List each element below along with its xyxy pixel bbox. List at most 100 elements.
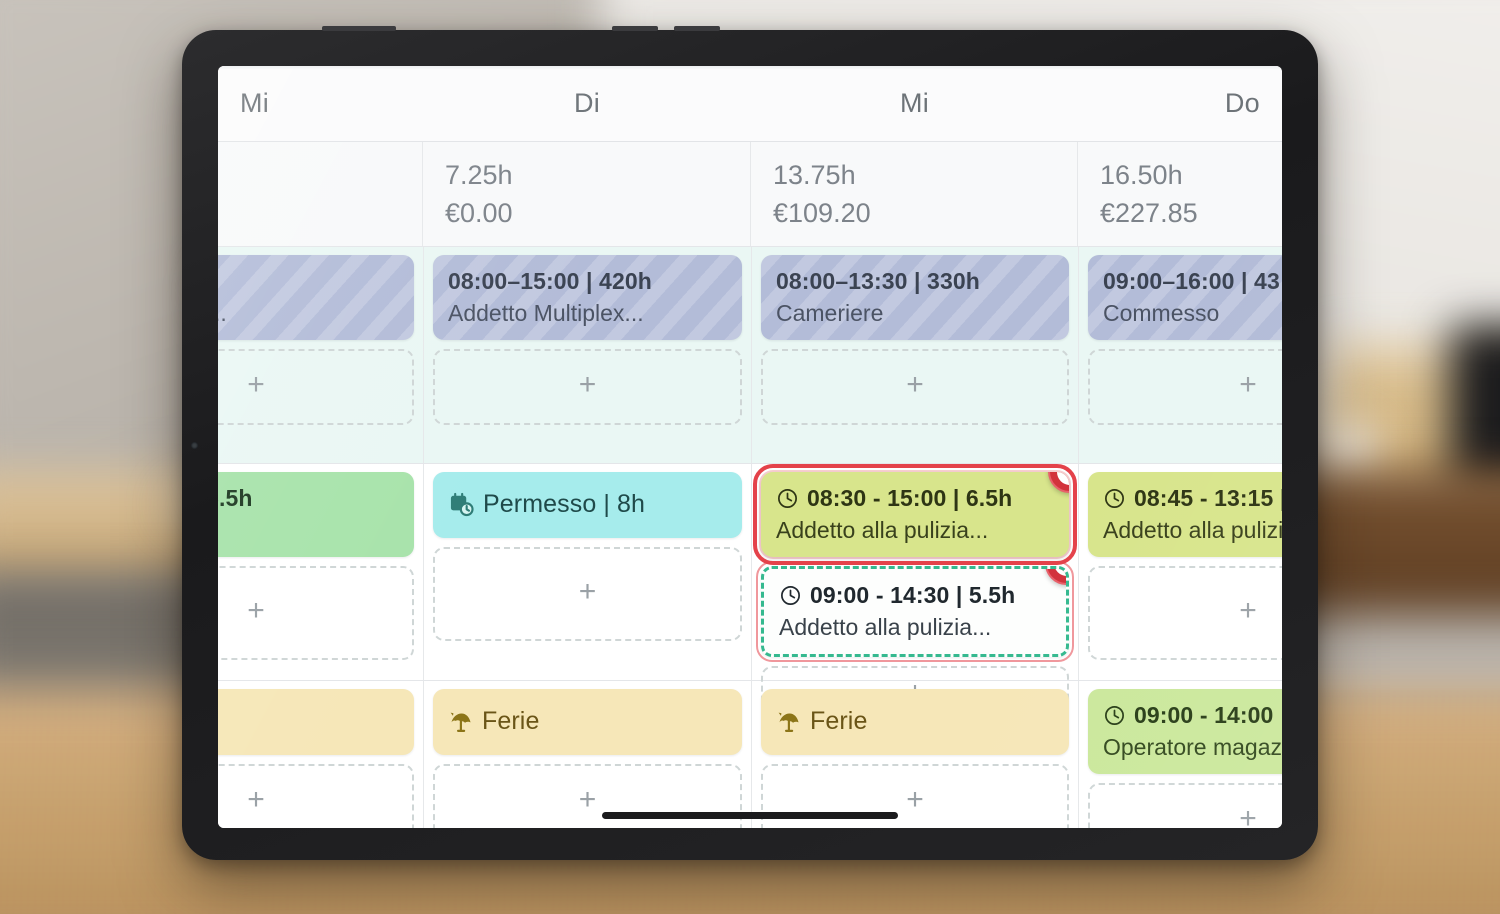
day-header-cell-2[interactable]: Di	[573, 88, 601, 118]
plus-icon: +	[247, 593, 265, 627]
summary-money: €109.20	[773, 198, 871, 229]
employee-row: :05 | 480h lla pulizia... + 08:00–15:00 …	[218, 247, 1282, 464]
front-camera-icon	[191, 442, 198, 449]
add-shift-dropzone[interactable]: +	[218, 565, 414, 660]
shift-cell[interactable]: 08:00–13:30 | 330h Cameriere +	[752, 247, 1079, 463]
volume-down-button[interactable]	[674, 26, 720, 31]
tablet-device: Mi Di Mi Do 7.25h €0.00 13.75h €109.20	[179, 26, 1321, 863]
absence-card-label: Permesso | 8h	[448, 488, 645, 521]
shift-cell[interactable]: 09:00 - 14:00 Operatore magazi +	[1079, 681, 1282, 828]
shift-card[interactable]: 08:00–15:00 | 420h Addetto Multiplex...	[433, 255, 742, 340]
vacation-card-text: Ferie	[810, 706, 868, 735]
add-shift-dropzone[interactable]: +	[761, 764, 1069, 828]
vacation-card[interactable]: Ferie	[433, 689, 742, 755]
shift-card[interactable]: 09:00 - 14:00 Operatore magazi	[1088, 689, 1282, 774]
shift-card-time-text: 09:00 - 14:00	[1134, 702, 1274, 728]
beach-umbrella-icon	[776, 709, 802, 735]
shift-cell[interactable]: 08:00–15:00 | 420h Addetto Multiplex... …	[424, 247, 752, 463]
shift-card-time: 08:45 - 13:15 |	[1103, 483, 1282, 514]
shift-card-time: :05 | 480h	[218, 266, 399, 297]
shift-cell[interactable]: - 15:30 | 6.5h a pulizia... +	[218, 464, 424, 680]
shift-card-time: 08:30 - 15:00 | 6.5h	[776, 483, 1054, 514]
shift-cell[interactable]: +	[218, 681, 424, 828]
vacation-card[interactable]	[218, 689, 414, 755]
shift-cell[interactable]: Ferie +	[424, 681, 752, 828]
shift-card-time: - 15:30 | 6.5h	[218, 485, 253, 511]
summary-cell-4: 16.50h €227.85	[1078, 142, 1282, 246]
add-shift-dropzone[interactable]: +	[433, 348, 742, 425]
plus-icon: +	[578, 783, 597, 816]
plus-icon: +	[578, 367, 597, 401]
shift-cell[interactable]: 08:45 - 13:15 | Addetto alla pulizi +	[1079, 464, 1282, 680]
shift-card-time: 09:00 - 14:30 | 5.5h	[779, 580, 1051, 611]
shift-card-role: a pulizia...	[218, 515, 399, 545]
add-shift-dropzone[interactable]: +	[1088, 565, 1282, 660]
shift-card-drag-ghost[interactable]: 09:00 - 14:30 | 5.5h Addetto alla pulizi…	[756, 560, 1074, 662]
summary-row: 7.25h €0.00 13.75h €109.20 16.50h €227.8…	[218, 142, 1282, 247]
summary-cell-2: 7.25h €0.00	[423, 142, 751, 246]
shift-cell[interactable]: 08:30 - 15:00 | 6.5h Addetto alla pulizi…	[752, 464, 1079, 724]
day-header-cell-3[interactable]: Mi	[899, 88, 930, 118]
tablet-screen: Mi Di Mi Do 7.25h €0.00 13.75h €109.20	[218, 66, 1282, 828]
shift-card[interactable]: - 15:30 | 6.5h a pulizia...	[218, 472, 414, 557]
add-shift-dropzone[interactable]: +	[1088, 348, 1282, 425]
clock-icon	[779, 584, 802, 607]
plus-icon: +	[906, 783, 924, 816]
home-indicator[interactable]	[602, 812, 898, 819]
shift-grid: :05 | 480h lla pulizia... + 08:00–15:00 …	[218, 247, 1282, 828]
add-shift-dropzone[interactable]: +	[1088, 782, 1282, 828]
vacation-card[interactable]: Ferie	[761, 689, 1069, 755]
absence-card-text: Permesso | 8h	[483, 489, 646, 518]
background-monitor	[1450, 325, 1500, 495]
shift-card-role: lla pulizia...	[218, 299, 227, 326]
plus-icon: +	[1239, 367, 1257, 401]
summary-money: €0.00	[445, 198, 513, 229]
shift-cell[interactable]: Permesso | 8h +	[424, 464, 752, 680]
clock-icon	[1103, 704, 1126, 727]
plus-icon: +	[247, 783, 265, 816]
plus-icon: +	[1239, 593, 1257, 627]
day-header-row: Mi Di Mi Do	[218, 66, 1282, 142]
beach-umbrella-icon	[448, 709, 474, 735]
alert-exclamation-icon: !	[1053, 568, 1066, 577]
shift-card[interactable]: :05 | 480h lla pulizia...	[218, 255, 414, 340]
clock-icon	[1103, 487, 1126, 510]
summary-cell-3: 13.75h €109.20	[751, 142, 1078, 246]
shift-card-role: Operatore magazi	[1103, 733, 1282, 760]
shift-card-role: Addetto alla pulizi	[1103, 516, 1282, 543]
shift-card-role: Addetto alla pulizia...	[779, 613, 992, 640]
shift-card[interactable]: 08:00–13:30 | 330h Cameriere	[761, 255, 1069, 340]
absence-card[interactable]: Permesso | 8h	[433, 472, 742, 538]
shift-card-time-text: 09:00 - 14:30 | 5.5h	[810, 581, 1016, 608]
summary-hours: 13.75h	[773, 160, 856, 190]
employee-row: - 15:30 | 6.5h a pulizia... +	[218, 464, 1282, 724]
vacation-card-label: Ferie	[776, 705, 867, 738]
alert-exclamation-icon: !	[1056, 472, 1069, 485]
day-header-cell-4[interactable]: Do	[1224, 88, 1260, 118]
add-shift-dropzone[interactable]: +	[433, 764, 742, 828]
day-header-cell-1[interactable]: Mi	[240, 88, 270, 118]
add-shift-dropzone[interactable]: +	[433, 547, 742, 641]
shift-card[interactable]: 08:45 - 13:15 | Addetto alla pulizi	[1088, 472, 1282, 557]
shift-card-time-text: 08:30 - 15:00 | 6.5h	[807, 485, 1013, 511]
shift-card-time: 08:00–13:30 | 330h	[776, 268, 980, 294]
power-button[interactable]	[322, 26, 396, 31]
shift-card-role: Addetto Multiplex...	[448, 299, 644, 326]
plus-icon: +	[578, 575, 597, 608]
vacation-card-text: Ferie	[482, 706, 540, 735]
summary-hours: 16.50h	[1100, 160, 1183, 190]
shift-card[interactable]: 09:00–16:00 | 43 Commesso	[1088, 255, 1282, 340]
add-shift-dropzone[interactable]: +	[761, 348, 1069, 425]
employee-row: +	[218, 681, 1282, 828]
shift-cell[interactable]: :05 | 480h lla pulizia... +	[218, 247, 424, 463]
shift-cell[interactable]: 09:00–16:00 | 43 Commesso +	[1079, 247, 1282, 463]
calendar-clock-icon	[448, 491, 475, 518]
add-shift-dropzone[interactable]: +	[218, 764, 414, 828]
volume-up-button[interactable]	[612, 26, 658, 31]
shift-card-selected[interactable]: 08:30 - 15:00 | 6.5h Addetto alla pulizi…	[753, 464, 1077, 565]
shift-cell[interactable]: Ferie +	[752, 681, 1079, 828]
shift-card-time: 09:00–16:00 | 43	[1103, 268, 1280, 294]
shift-card-time: 08:00–15:00 | 420h	[448, 268, 652, 294]
add-shift-dropzone[interactable]: +	[218, 348, 414, 425]
